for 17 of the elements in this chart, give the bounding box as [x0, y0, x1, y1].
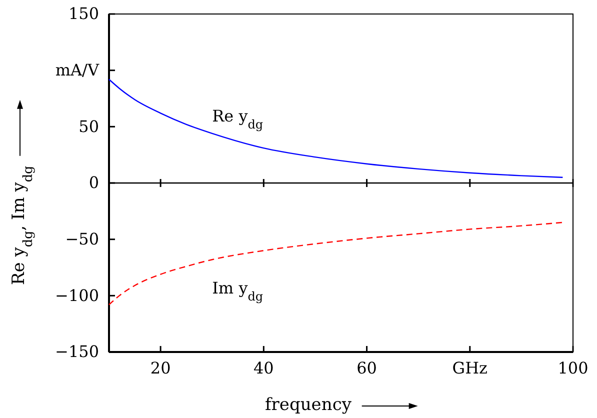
y-tick-label: mA/V — [55, 60, 100, 80]
x-tick-label: 100 — [558, 358, 588, 378]
x-axis-title: frequency — [265, 395, 352, 415]
x-tick-label: GHz — [452, 358, 488, 378]
line-series — [108, 78, 564, 178]
series-label: Re y$_{dg}$ — [212, 106, 264, 132]
y-tick-label: 0 — [88, 173, 99, 192]
x-tick-label: 60 — [356, 358, 377, 378]
y-tick-label: 50 — [78, 116, 99, 136]
x-tick-label: 20 — [150, 358, 171, 378]
x-tick-label: 40 — [253, 358, 274, 378]
y-tick-label: 150 — [68, 4, 99, 24]
y-tick-label: −100 — [55, 286, 99, 305]
y-tick-label: −150 — [55, 342, 99, 362]
y-tick-label: −50 — [65, 229, 99, 248]
line-series — [108, 222, 564, 306]
series-label: Im y$_{dg}$ — [212, 278, 264, 304]
